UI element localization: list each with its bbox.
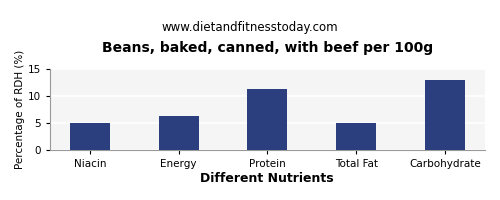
X-axis label: Different Nutrients: Different Nutrients — [200, 172, 334, 185]
Bar — [425, 80, 465, 150]
Y-axis label: Percentage of RDH (%): Percentage of RDH (%) — [15, 50, 25, 169]
Text: www.dietandfitnesstoday.com: www.dietandfitnesstoday.com — [162, 21, 338, 34]
Bar — [248, 89, 288, 150]
Bar — [158, 116, 198, 150]
Title: Beans, baked, canned, with beef per 100g: Beans, baked, canned, with beef per 100g — [102, 41, 433, 55]
Bar — [336, 123, 376, 150]
Bar — [70, 123, 110, 150]
